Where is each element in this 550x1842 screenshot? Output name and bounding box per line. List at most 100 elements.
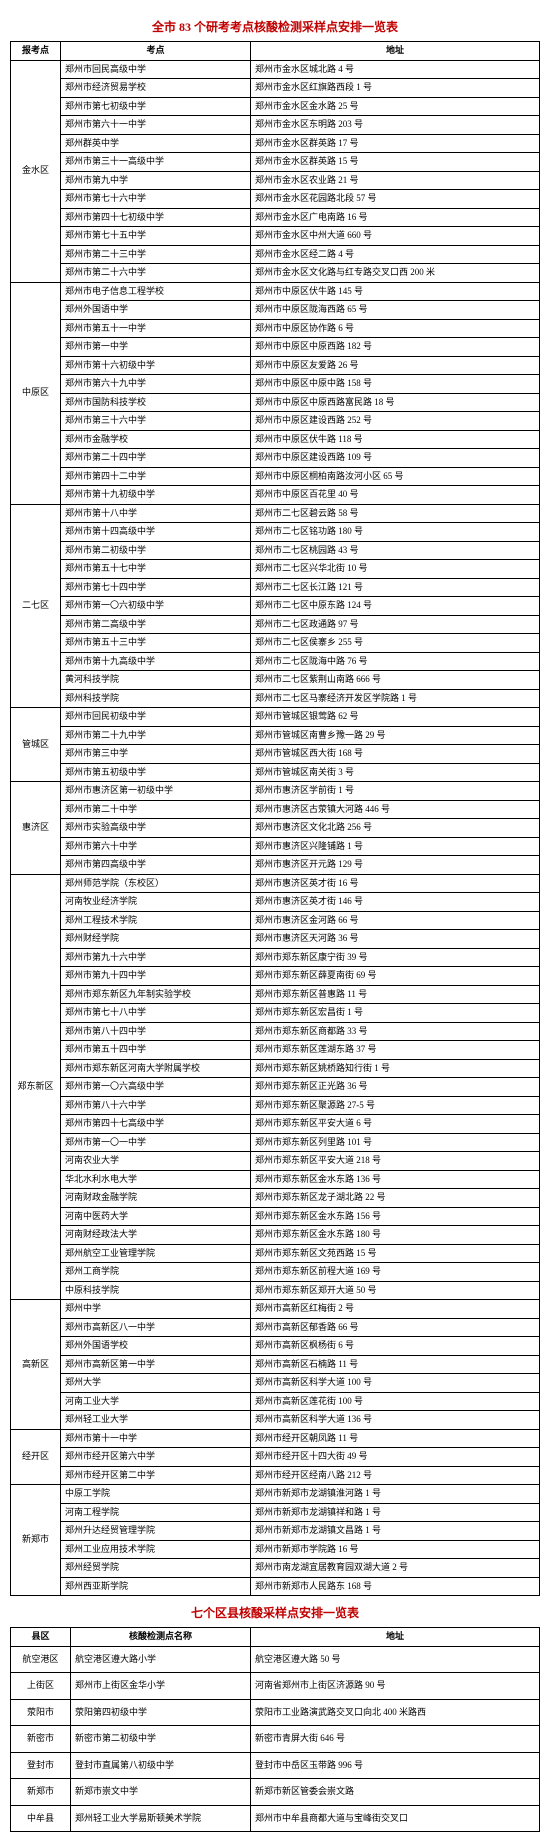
addr-cell: 郑州市二七区桃园路 43 号 <box>251 541 540 560</box>
point-cell: 郑州中学 <box>61 1300 251 1319</box>
addr-cell: 郑州市高新区科学大道 100 号 <box>251 1374 540 1393</box>
point-cell: 郑州市第五十四中学 <box>61 1041 251 1060</box>
addr-cell: 郑州市二七区政通路 97 号 <box>251 615 540 634</box>
point-cell: 郑州外国语学校 <box>61 1337 251 1356</box>
addr-cell: 郑州市金水区广电南路 16 号 <box>251 208 540 227</box>
header2-addr: 地址 <box>251 1628 540 1647</box>
point-cell: 郑州市第十八中学 <box>61 504 251 523</box>
table-row: 郑州升达经贸管理学院郑州市新郑市龙湖镇文昌路 1 号 <box>11 1522 540 1541</box>
addr-cell: 郑州市金水区金水路 25 号 <box>251 97 540 116</box>
point-cell: 郑州西亚斯学院 <box>61 1577 251 1596</box>
table-row: 郑州市第二十中学郑州市惠济区古荥镇大河路 446 号 <box>11 800 540 819</box>
table-row: 郑州市经济贸易学校郑州市金水区红旗路西段 1 号 <box>11 79 540 98</box>
addr-cell: 郑州市二七区铭功路 180 号 <box>251 523 540 542</box>
addr-cell: 郑州市郑东新区莲湖东路 37 号 <box>251 1041 540 1060</box>
addr-cell: 郑州市郑东新区前程大道 169 号 <box>251 1263 540 1282</box>
table-row: 郑州市第二高级中学郑州市二七区政通路 97 号 <box>11 615 540 634</box>
point-cell: 郑州市第四十七高级中学 <box>61 1115 251 1134</box>
addr-cell: 郑州市高新区莲花街 100 号 <box>251 1392 540 1411</box>
point-cell: 郑州师范学院（东校区） <box>61 874 251 893</box>
addr-cell: 郑州市二七区陇海中路 76 号 <box>251 652 540 671</box>
table-row: 郑州市第六十九中学郑州市中原区中原中路 158 号 <box>11 375 540 394</box>
addr-cell: 郑州市管城区南关街 3 号 <box>251 763 540 782</box>
point-cell: 郑州市第一〇一中学 <box>61 1133 251 1152</box>
table-row: 郑州市第二十四中学郑州市中原区建设西路 109 号 <box>11 449 540 468</box>
addr-cell: 郑州市中原区伏牛路 118 号 <box>251 430 540 449</box>
addr-cell: 郑州市经开区十四大街 49 号 <box>251 1448 540 1467</box>
addr-cell: 郑州市高新区石楠路 11 号 <box>251 1355 540 1374</box>
addr-cell: 郑州市金水区红旗路西段 1 号 <box>251 79 540 98</box>
point-cell: 郑州市第十九高级中学 <box>61 652 251 671</box>
point-cell: 黄河科技学院 <box>61 671 251 690</box>
header-addr: 地址 <box>251 42 540 61</box>
table-row: 华北水利水电大学郑州市郑东新区金水东路 136 号 <box>11 1170 540 1189</box>
point-cell: 郑州市第二高级中学 <box>61 615 251 634</box>
table-row: 郑州市郑东新区九年制实验学校郑州市郑东新区普惠路 11 号 <box>11 985 540 1004</box>
addr-cell: 新密市青屏大街 646 号 <box>251 1726 540 1753</box>
table-row: 经开区郑州市第十一中学郑州市经开区朝凤路 11 号 <box>11 1429 540 1448</box>
addr-cell: 郑州市新郑市龙湖镇祥和路 1 号 <box>251 1503 540 1522</box>
addr-cell: 郑州市二七区兴华北街 10 号 <box>251 560 540 579</box>
point-cell: 河南中医药大学 <box>61 1207 251 1226</box>
point-cell: 郑州市第四高级中学 <box>61 856 251 875</box>
point-cell: 中原工学院 <box>61 1485 251 1504</box>
addr-cell: 郑州市新郑市人民路东 168 号 <box>251 1577 540 1596</box>
table-row: 惠济区郑州市惠济区第一初级中学郑州市惠济区学前街 1 号 <box>11 782 540 801</box>
district-cell: 中牟县 <box>11 1805 71 1832</box>
addr-cell: 郑州市惠济区文化北路 256 号 <box>251 819 540 838</box>
district-cell: 经开区 <box>11 1429 61 1485</box>
addr-cell: 郑州市郑东新区金水东路 156 号 <box>251 1207 540 1226</box>
table-row: 中原区郑州市电子信息工程学校郑州市中原区伏牛路 145 号 <box>11 282 540 301</box>
district-cell: 上街区 <box>11 1673 71 1700</box>
district-cell: 二七区 <box>11 504 61 708</box>
table-row: 郑州市实验高级中学郑州市惠济区文化北路 256 号 <box>11 819 540 838</box>
district-cell: 惠济区 <box>11 782 61 875</box>
point-cell: 郑州市第十六初级中学 <box>61 356 251 375</box>
addr-cell: 郑州市郑东新区龙子湖北路 22 号 <box>251 1189 540 1208</box>
district-cell: 荥阳市 <box>11 1699 71 1726</box>
point-cell: 郑州财经学院 <box>61 930 251 949</box>
point-cell: 新郑市崇文中学 <box>71 1779 251 1806</box>
point-cell: 荥阳第四初级中学 <box>71 1699 251 1726</box>
district-cell: 郑东新区 <box>11 874 61 1300</box>
point-cell: 郑州市高新区八一中学 <box>61 1318 251 1337</box>
point-cell: 郑州市第九中学 <box>61 171 251 190</box>
table-row: 郑州市第三十一高级中学郑州市金水区群英路 15 号 <box>11 153 540 172</box>
table-row: 郑州市第一中学郑州市中原区中原西路 182 号 <box>11 338 540 357</box>
point-cell: 郑州市郑东新区河南大学附属学校 <box>61 1059 251 1078</box>
addr-cell: 郑州市中牟县商都大道与宝峰街交叉口 <box>251 1805 540 1832</box>
point-cell: 郑州市第一〇六高级中学 <box>61 1078 251 1097</box>
addr-cell: 郑州市经开区经南八路 212 号 <box>251 1466 540 1485</box>
addr-cell: 郑州市南龙湖宜居教育园双湖大道 2 号 <box>251 1559 540 1578</box>
point-cell: 郑州工业应用技术学院 <box>61 1540 251 1559</box>
table-row: 郑州市第五十一中学郑州市中原区协作路 6 号 <box>11 319 540 338</box>
table-row: 登封市登封市直属第八初级中学登封市中岳区玉带路 996 号 <box>11 1752 540 1779</box>
point-cell: 郑州工程技术学院 <box>61 911 251 930</box>
addr-cell: 郑州市惠济区古荥镇大河路 446 号 <box>251 800 540 819</box>
point-cell: 新密市第二初级中学 <box>71 1726 251 1753</box>
table-row: 管城区郑州市回民初级中学郑州市管城区银莺路 62 号 <box>11 708 540 727</box>
point-cell: 郑州市第八十四中学 <box>61 1022 251 1041</box>
point-cell: 郑州市上街区金华小学 <box>71 1673 251 1700</box>
table-row: 高新区郑州中学郑州市高新区红梅街 2 号 <box>11 1300 540 1319</box>
addr-cell: 郑州市惠济区开元路 129 号 <box>251 856 540 875</box>
table-row: 金水区郑州市回民高级中学郑州市金水区城北路 4 号 <box>11 60 540 79</box>
point-cell: 郑州经贸学院 <box>61 1559 251 1578</box>
table-row: 河南工业大学郑州市高新区莲花街 100 号 <box>11 1392 540 1411</box>
table-row: 郑州市第五十七中学郑州市二七区兴华北街 10 号 <box>11 560 540 579</box>
addr-cell: 郑州市金水区经二路 4 号 <box>251 245 540 264</box>
point-cell: 郑州市高新区第一中学 <box>61 1355 251 1374</box>
point-cell: 郑州轻工业大学易斯顿美术学院 <box>71 1805 251 1832</box>
table-row: 郑州市第二十六中学郑州市金水区文化路与红专路交叉口西 200 米 <box>11 264 540 283</box>
point-cell: 郑州航空工业管理学院 <box>61 1244 251 1263</box>
table-row: 新郑市中原工学院郑州市新郑市龙湖镇淮河路 1 号 <box>11 1485 540 1504</box>
header2-point: 核酸检测点名称 <box>71 1628 251 1647</box>
table-row: 新密市新密市第二初级中学新密市青屏大街 646 号 <box>11 1726 540 1753</box>
point-cell: 郑州市第六十一中学 <box>61 116 251 135</box>
table-row: 郑州财经学院郑州市惠济区天河路 36 号 <box>11 930 540 949</box>
point-cell: 郑州市经开区第二中学 <box>61 1466 251 1485</box>
point-cell: 河南牧业经济学院 <box>61 893 251 912</box>
table-row: 郑州科技学院郑州市二七区马寨经济开发区学院路 1 号 <box>11 689 540 708</box>
point-cell: 郑州市惠济区第一初级中学 <box>61 782 251 801</box>
point-cell: 郑州市第三中学 <box>61 745 251 764</box>
